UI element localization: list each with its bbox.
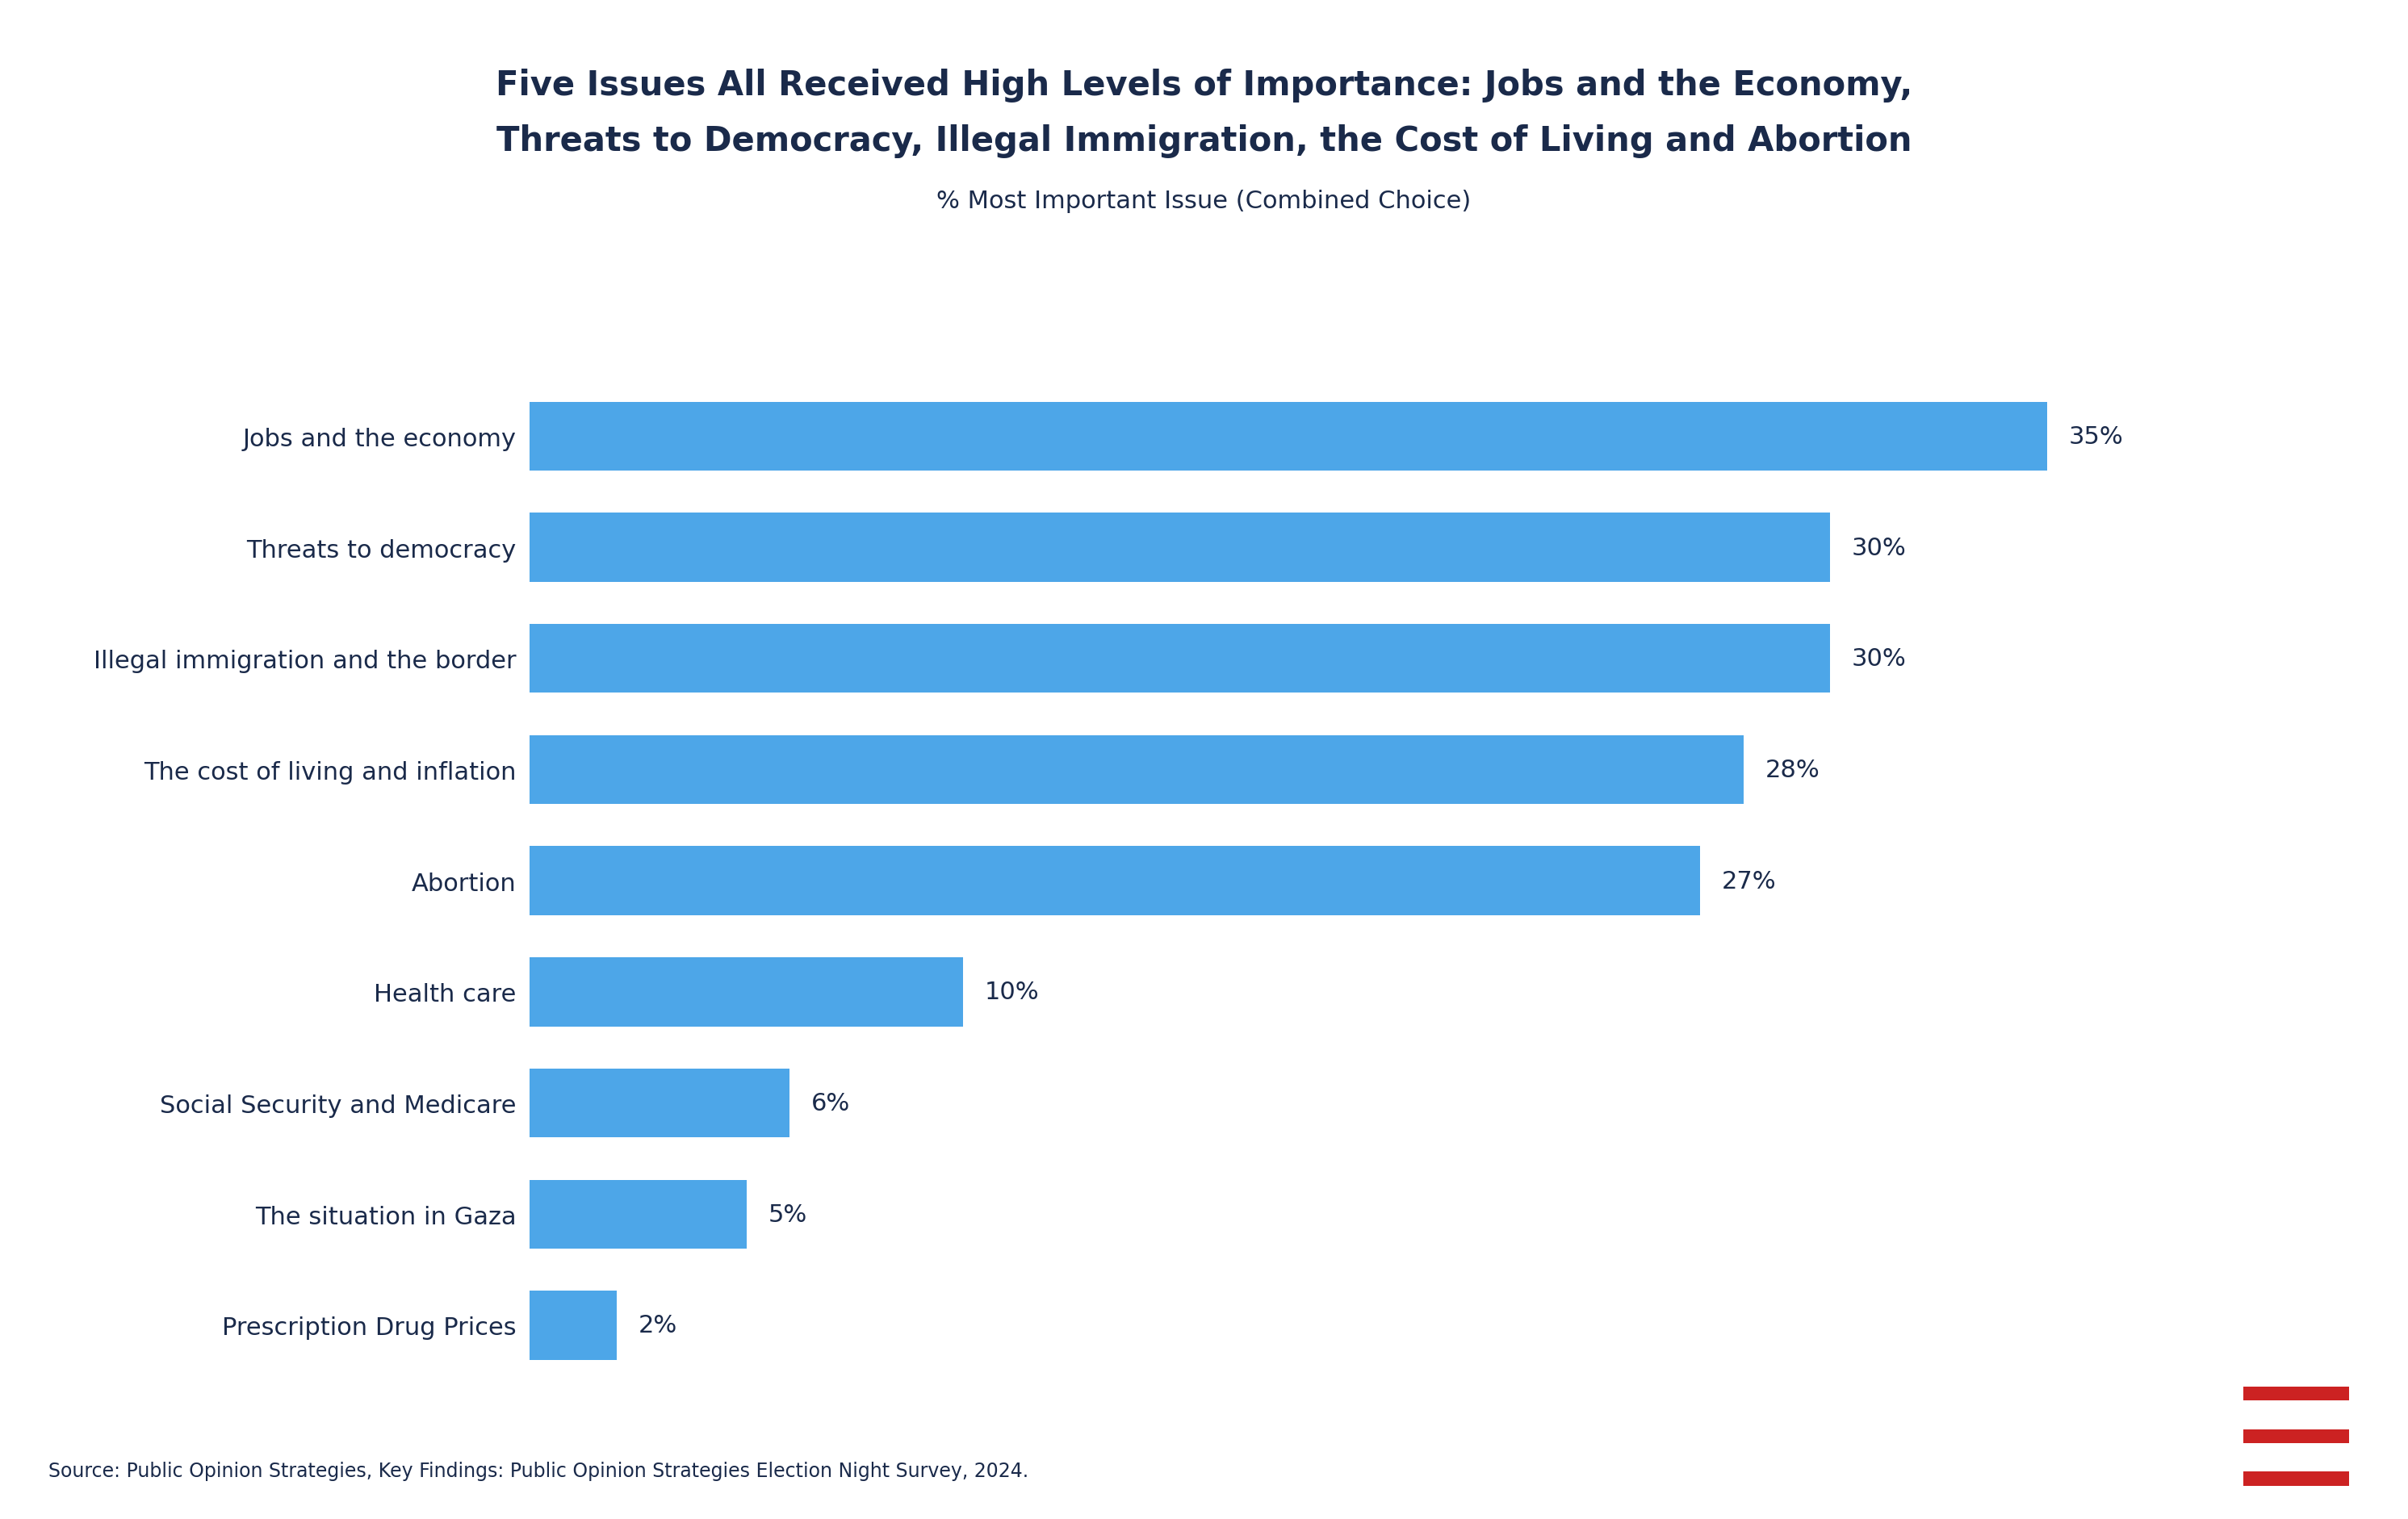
Bar [2244, 1472, 2348, 1486]
Text: Source: Public Opinion Strategies, Key Findings: Public Opinion Strategies Elect: Source: Public Opinion Strategies, Key F… [48, 1461, 1028, 1480]
Text: 2%: 2% [638, 1314, 677, 1337]
Bar [530, 957, 963, 1027]
Bar [530, 403, 2047, 471]
Bar [530, 1069, 790, 1138]
Text: 30%: 30% [1852, 647, 1907, 670]
Bar [530, 1291, 616, 1360]
Bar [2244, 1451, 2348, 1466]
Bar [2244, 1387, 2348, 1401]
Text: Threats to Democracy, Illegal Immigration, the Cost of Living and Abortion: Threats to Democracy, Illegal Immigratio… [496, 125, 1912, 158]
Bar [2244, 1407, 2348, 1422]
Bar [530, 1180, 746, 1249]
Text: 10%: 10% [985, 980, 1040, 1004]
Text: 5%: 5% [768, 1203, 807, 1226]
Bar [530, 735, 1743, 805]
Text: % Most Important Issue (Combined Choice): % Most Important Issue (Combined Choice) [937, 190, 1471, 213]
Bar [2244, 1429, 2348, 1443]
Text: 28%: 28% [1765, 758, 1820, 782]
Bar [530, 513, 1830, 582]
Bar [530, 624, 1830, 693]
Text: 35%: 35% [2068, 425, 2124, 448]
Text: 30%: 30% [1852, 536, 1907, 559]
Text: 27%: 27% [1722, 869, 1777, 893]
Text: Five Issues All Received High Levels of Importance: Jobs and the Economy,: Five Issues All Received High Levels of … [496, 68, 1912, 102]
Text: 6%: 6% [811, 1092, 850, 1115]
Text: POS: POS [2105, 1419, 2189, 1454]
Bar [530, 846, 1700, 916]
